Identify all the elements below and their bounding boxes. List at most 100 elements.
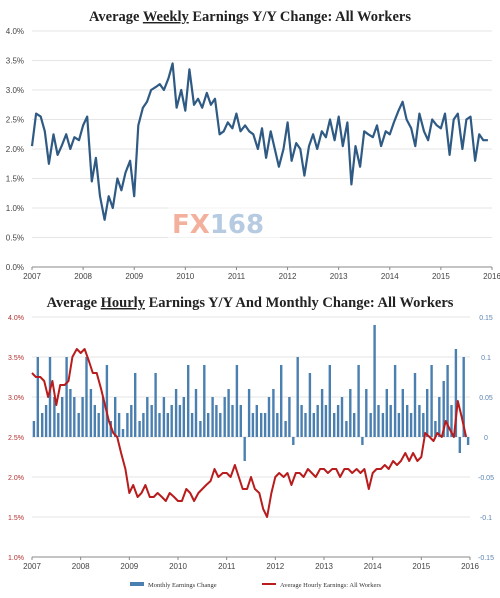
monthly-change-bar [73, 397, 76, 437]
monthly-change-bar [373, 325, 376, 437]
bottom-x-tick-label: 2011 [218, 562, 236, 571]
monthly-change-bar [41, 413, 44, 437]
monthly-change-bar [32, 421, 36, 437]
top-chart-title: Average Weekly Earnings Y/Y Change: All … [89, 9, 411, 25]
bottom-left-y-tick-label: 2.5% [8, 435, 24, 442]
monthly-change-bar [231, 405, 234, 437]
hourly-earnings-line [31, 348, 468, 518]
top-chart: 0.0% 0.5% 1.0% 1.5% 2.0% 2.5% 3.0% 3.5% 4.0% 2007… [6, 27, 500, 281]
bottom-left-y-tick-label: 4.0% [8, 315, 24, 322]
top-x-tick-label: 2013 [330, 272, 348, 281]
monthly-change-bar [324, 405, 328, 437]
top-y-tick-label: 3.0% [6, 86, 24, 95]
monthly-change-bar [454, 349, 458, 437]
monthly-change-bar [243, 437, 246, 461]
bottom-left-y-tick-label: 2.0% [8, 475, 24, 482]
monthly-change-bar [397, 413, 401, 437]
bottom-x-tick-label: 2007 [23, 562, 41, 571]
monthly-change-bar [292, 437, 295, 445]
bottom-left-y-tick-label: 3.0% [8, 395, 24, 402]
top-y-tick-label: 0.5% [6, 234, 24, 243]
top-y-tick-label: 1.0% [6, 204, 24, 213]
monthly-change-bar [296, 357, 299, 437]
monthly-change-bar [357, 365, 360, 437]
svg-text:FX168: FX168 [172, 210, 264, 240]
bottom-right-y-tick-label: 0.1 [481, 355, 491, 362]
monthly-change-bar [170, 405, 173, 437]
monthly-change-bar [190, 413, 194, 437]
monthly-change-bar [276, 413, 279, 437]
monthly-change-bar [65, 357, 68, 437]
monthly-change-bar [85, 357, 88, 437]
monthly-change-bar [194, 389, 198, 437]
monthly-change-bar [255, 405, 258, 437]
monthly-change-bar [345, 421, 348, 437]
monthly-change-bar [239, 405, 242, 437]
monthly-change-bar [203, 365, 206, 437]
monthly-change-bar [61, 397, 64, 437]
monthly-change-bar [284, 421, 287, 437]
bottom-chart-legend: Monthly Earnings Change Average Hourly E… [130, 582, 382, 589]
top-x-tick-label: 2012 [279, 272, 297, 281]
top-y-tick-label: 4.0% [6, 27, 24, 36]
top-y-tick-label: 0.0% [6, 263, 24, 272]
monthly-change-bar [450, 405, 453, 437]
weekly-earnings-line [30, 62, 488, 221]
monthly-change-bar [178, 405, 182, 437]
bottom-right-y-tick-label: 0.15 [479, 315, 493, 322]
monthly-change-bar [130, 405, 133, 437]
monthly-change-bar [385, 389, 388, 437]
top-x-tick-label: 2009 [125, 272, 143, 281]
top-x-tick-label: 2016 [483, 272, 500, 281]
monthly-change-bar [93, 405, 96, 437]
monthly-change-bar [336, 405, 340, 437]
legend-swatch-monthly-change [130, 582, 144, 586]
monthly-change-bar [251, 413, 255, 437]
bottom-right-y-tick-label: -0.05 [478, 475, 494, 482]
monthly-change-bar [381, 413, 385, 437]
monthly-change-bar [134, 373, 137, 437]
monthly-change-bar [101, 397, 105, 437]
monthly-change-bar [146, 397, 149, 437]
monthly-change-bar [207, 413, 210, 437]
top-x-tick-label: 2011 [228, 272, 246, 281]
bottom-x-tick-label: 2013 [315, 562, 333, 571]
legend-label-hourly-earnings: Average Hourly Earnings: All Workers [280, 582, 382, 589]
monthly-change-bar [105, 365, 109, 437]
monthly-change-bar [369, 413, 372, 437]
bottom-chart-title: Average Hourly Earnings Y/Y And Monthly … [47, 295, 454, 311]
monthly-change-bar [401, 389, 404, 437]
monthly-change-bar [187, 365, 190, 437]
monthly-change-bar [434, 421, 437, 437]
monthly-change-bar [413, 373, 417, 437]
monthly-change-bar [199, 421, 202, 437]
monthly-change-bar [154, 373, 157, 437]
monthly-change-bar [312, 413, 315, 437]
bottom-x-tick-label: 2012 [266, 562, 284, 571]
bottom-right-y-tick-label: -0.15 [478, 555, 494, 562]
bottom-right-y-tick-label: 0.05 [479, 395, 493, 402]
monthly-change-bar [114, 397, 117, 437]
monthly-change-bar [280, 365, 283, 437]
monthly-change-bar [288, 397, 291, 437]
top-x-tick-label: 2007 [23, 272, 41, 281]
monthly-change-bar [223, 397, 226, 437]
monthly-change-bar [150, 405, 153, 437]
top-x-tick-label: 2010 [176, 272, 194, 281]
monthly-change-bar [48, 357, 52, 437]
monthly-change-bar [430, 365, 433, 437]
monthly-change-bar [316, 405, 319, 437]
top-x-tick-label: 2014 [381, 272, 399, 281]
bottom-x-tick-label: 2014 [364, 562, 382, 571]
monthly-change-bar [235, 365, 239, 437]
monthly-change-bar [162, 397, 166, 437]
monthly-change-bar [263, 413, 267, 437]
monthly-change-bar [328, 365, 331, 437]
monthly-change-bar [389, 405, 392, 437]
monthly-change-bar [219, 413, 222, 437]
monthly-change-bar [340, 397, 344, 437]
monthly-change-bar [304, 413, 307, 437]
top-y-tick-label: 2.5% [6, 116, 24, 125]
monthly-change-bar [53, 397, 56, 437]
monthly-change-bar [260, 413, 263, 437]
